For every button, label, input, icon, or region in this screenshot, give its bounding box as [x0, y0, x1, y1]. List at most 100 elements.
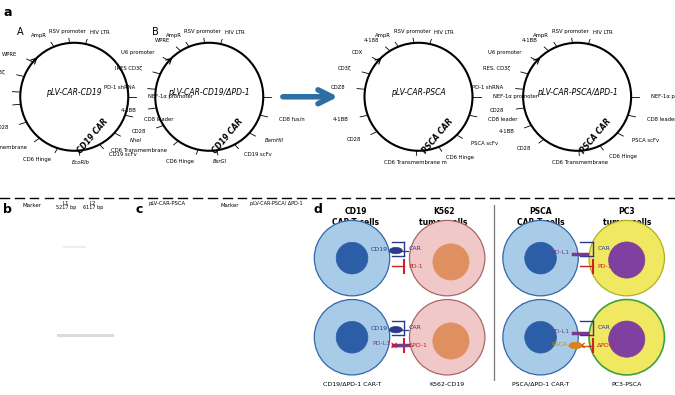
- Text: PSCA scFv: PSCA scFv: [632, 138, 659, 143]
- Text: CDZ8: CDZ8: [330, 85, 345, 90]
- Bar: [275, 336, 284, 340]
- Text: HIV LTR: HIV LTR: [225, 30, 244, 35]
- Text: Marker: Marker: [23, 203, 42, 208]
- Text: WPRE: WPRE: [155, 38, 170, 43]
- Text: PSCA/ΔPD-1 CAR-T: PSCA/ΔPD-1 CAR-T: [512, 382, 569, 387]
- Text: 4-188: 4-188: [364, 38, 379, 43]
- Ellipse shape: [503, 299, 578, 375]
- Text: AmpR: AmpR: [30, 33, 47, 38]
- Text: CD3ζ: CD3ζ: [0, 70, 5, 75]
- Circle shape: [389, 327, 402, 333]
- Text: 6117 bp: 6117 bp: [83, 205, 103, 210]
- Text: CD19 CAR: CD19 CAR: [211, 117, 245, 155]
- Text: 5217 bp: 5217 bp: [56, 205, 76, 210]
- Text: RSV promoter: RSV promoter: [394, 29, 431, 34]
- Text: HIV LTR: HIV LTR: [90, 30, 109, 35]
- Text: CD19: CD19: [371, 326, 388, 331]
- Text: 1k: 1k: [19, 300, 24, 304]
- Bar: [150, 336, 159, 340]
- Text: 750 bp: 750 bp: [182, 297, 196, 301]
- Ellipse shape: [609, 242, 645, 278]
- Text: CD28: CD28: [347, 137, 362, 141]
- Text: 5k: 5k: [19, 237, 24, 241]
- Text: 1.5k: 1.5k: [19, 287, 28, 291]
- Text: CD6 Hinge: CD6 Hinge: [24, 157, 51, 162]
- Bar: [186, 336, 195, 340]
- Text: L2: L2: [90, 201, 97, 206]
- Text: CD28: CD28: [517, 146, 531, 151]
- Bar: [205, 299, 213, 303]
- Text: CD8 leader: CD8 leader: [144, 117, 173, 122]
- Bar: [248, 336, 257, 340]
- Text: HIV LTR: HIV LTR: [434, 30, 454, 35]
- Text: PSCA CAR: PSCA CAR: [421, 117, 454, 155]
- Text: NEF-1α promoter: NEF-1α promoter: [493, 94, 538, 99]
- Ellipse shape: [410, 299, 485, 375]
- Ellipse shape: [609, 321, 645, 357]
- Circle shape: [389, 247, 402, 254]
- Text: L1: L1: [63, 201, 70, 206]
- Text: NEF-1α promoter: NEF-1α promoter: [651, 94, 675, 99]
- Text: PD-1: PD-1: [409, 264, 423, 269]
- Text: AmpR: AmpR: [533, 33, 549, 38]
- Text: PD-L1: PD-L1: [373, 341, 390, 346]
- Text: 4-1BB: 4-1BB: [121, 108, 136, 113]
- Text: B: B: [152, 27, 159, 37]
- Text: pLV-CAR-CD19: pLV-CAR-CD19: [47, 88, 102, 97]
- Ellipse shape: [589, 299, 664, 375]
- Bar: [57, 334, 114, 337]
- Text: PC3: PC3: [621, 303, 632, 308]
- Text: RSV promoter: RSV promoter: [552, 29, 589, 34]
- Ellipse shape: [336, 242, 368, 274]
- Text: NEF-1α promoter: NEF-1α promoter: [284, 94, 329, 99]
- Text: 4-1BB: 4-1BB: [522, 38, 538, 43]
- Text: PC3-PSCA: PC3-PSCA: [612, 382, 642, 387]
- Text: U6 promoter: U6 promoter: [489, 50, 522, 55]
- Text: a: a: [3, 6, 12, 19]
- Text: d: d: [314, 203, 323, 216]
- Text: Marker: Marker: [220, 203, 239, 208]
- Text: AmpR: AmpR: [375, 33, 391, 38]
- Text: BsrGI: BsrGI: [213, 160, 227, 164]
- Text: 2k: 2k: [19, 273, 24, 277]
- Text: CD19 CAR-T: CD19 CAR-T: [333, 303, 371, 308]
- Text: CD8 leader: CD8 leader: [488, 117, 518, 122]
- Text: CD6 Hinge: CD6 Hinge: [166, 159, 194, 164]
- Text: CD6 Transmembrane: CD6 Transmembrane: [551, 160, 608, 165]
- Text: RSV promoter: RSV promoter: [49, 29, 86, 34]
- Text: 100 bp: 100 bp: [182, 351, 196, 355]
- Text: PSCA scFv: PSCA scFv: [471, 141, 498, 146]
- Text: CD6 Transmembrane: CD6 Transmembrane: [0, 145, 26, 150]
- Text: NEF-1α promoter: NEF-1α promoter: [148, 94, 194, 99]
- Text: 2000 bp: 2000 bp: [179, 252, 196, 256]
- Text: CAR: CAR: [597, 246, 610, 251]
- Text: K562
tumor cells: K562 tumor cells: [419, 207, 468, 227]
- Text: pLV-CAR-PSCA/ΔPD-1: pLV-CAR-PSCA/ΔPD-1: [537, 88, 618, 97]
- Text: CD6 Hinge: CD6 Hinge: [446, 155, 475, 160]
- Text: CD8 fus/n: CD8 fus/n: [279, 117, 305, 122]
- Text: BamHII: BamHII: [265, 138, 284, 143]
- Text: CD6 Transmembrane: CD6 Transmembrane: [111, 148, 167, 153]
- Text: CAR: CAR: [597, 325, 610, 330]
- Text: CD19 scFv: CD19 scFv: [244, 152, 272, 158]
- Text: CD3ζ: CD3ζ: [338, 66, 351, 71]
- Text: CD6 Transmembrane m: CD6 Transmembrane m: [385, 160, 448, 165]
- Text: 500 bp: 500 bp: [182, 315, 196, 319]
- Text: c: c: [135, 203, 142, 216]
- Text: PC3
tumor cells: PC3 tumor cells: [603, 207, 651, 227]
- Text: CDX: CDX: [352, 50, 363, 55]
- Bar: [235, 336, 244, 340]
- Text: PSCA CAR-T: PSCA CAR-T: [522, 303, 559, 308]
- Text: PD-L1: PD-L1: [552, 329, 570, 334]
- Text: U6 promoter: U6 promoter: [121, 50, 154, 55]
- Ellipse shape: [524, 242, 556, 274]
- Text: 250 bp: 250 bp: [182, 336, 196, 340]
- Text: CD19 CAR: CD19 CAR: [76, 117, 110, 155]
- Ellipse shape: [524, 322, 556, 353]
- Text: PSCA: PSCA: [551, 342, 568, 347]
- Text: 4k: 4k: [19, 249, 24, 253]
- Text: pLV-CAR-PSCA/ ΔPD-1: pLV-CAR-PSCA/ ΔPD-1: [250, 201, 303, 207]
- Ellipse shape: [410, 220, 485, 296]
- Text: 4-1BB: 4-1BB: [498, 129, 514, 134]
- Text: pLV-CAR-PSCA: pLV-CAR-PSCA: [148, 201, 186, 207]
